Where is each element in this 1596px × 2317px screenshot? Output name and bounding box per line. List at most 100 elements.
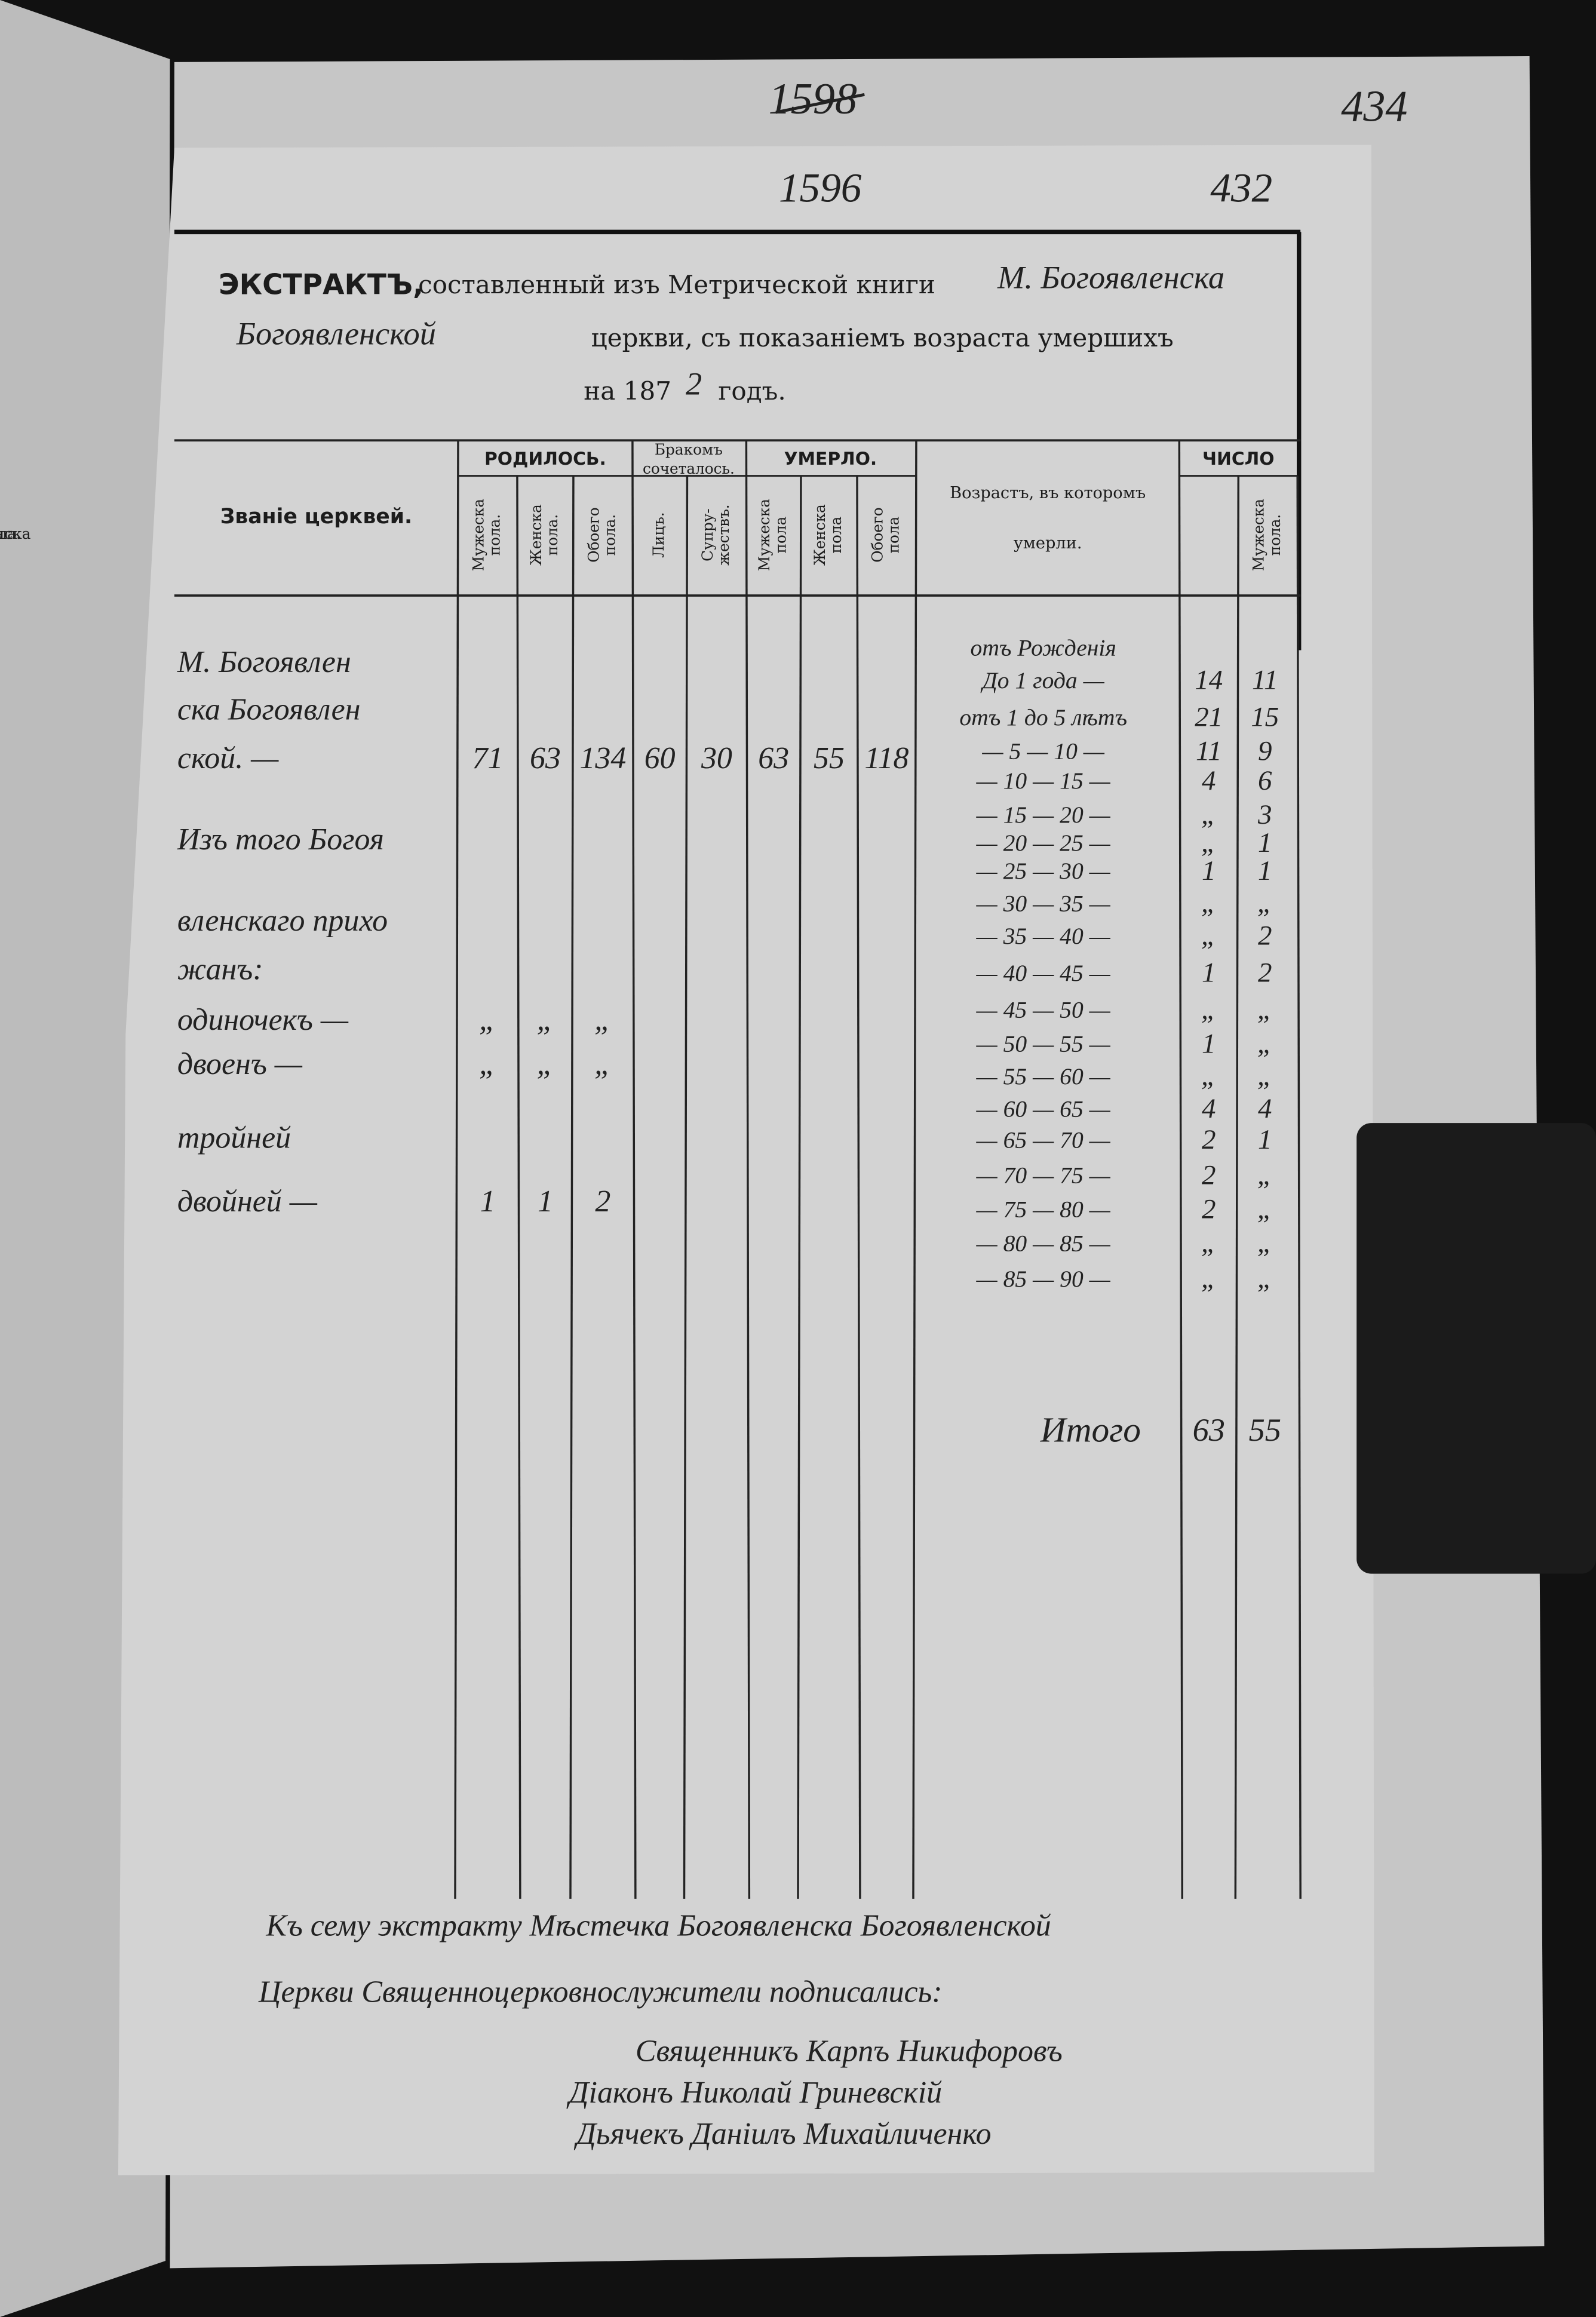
age-label: — 45 — 50 — <box>976 997 1111 1023</box>
age-female: 9 <box>1258 735 1272 766</box>
age-female: 2 <box>1258 920 1272 952</box>
page-number: 432 <box>1210 164 1272 210</box>
handwriting: Богоявленской <box>236 316 436 352</box>
entry-label: вленскаго прихо <box>177 904 388 938</box>
signature: Священникъ Карпъ Никифоровъ <box>636 2034 1063 2069</box>
entry-cell: 30 <box>701 741 732 775</box>
total-female: 55 <box>1249 1412 1281 1448</box>
age-male: 2 <box>1202 1193 1216 1225</box>
entry-cell: 55 <box>814 741 845 775</box>
header-cell: умерли. <box>1014 534 1082 553</box>
header-cell: ЧИСЛО <box>1202 448 1274 469</box>
age-male: „ <box>1201 799 1217 830</box>
age-label: — 15 — 20 — <box>976 802 1111 828</box>
age-label: — 75 — 80 — <box>976 1196 1111 1223</box>
age-female: „ <box>1257 994 1273 1025</box>
entry-label: ской. — <box>177 741 279 775</box>
sub-header: Лицъ. <box>650 512 667 558</box>
age-male: 1 <box>1202 1028 1216 1059</box>
age-label: — 60 — 65 — <box>976 1095 1111 1122</box>
signature: Діаконъ Николай Гриневскій <box>566 2076 943 2110</box>
age-male: 21 <box>1195 702 1223 733</box>
sub-header: пола. <box>601 514 619 556</box>
sub-header: Обоего <box>868 507 886 562</box>
column-rule <box>1234 475 1240 1899</box>
entry-label: ска Богоявлен <box>177 692 361 726</box>
header-cell: Званіе церквей. <box>220 505 412 529</box>
sub-header: Женска <box>811 504 828 566</box>
age-female: „ <box>1257 1159 1273 1190</box>
age-label: отъ 1 до 5 лѣтъ <box>959 704 1127 731</box>
sub-header: Мужеска <box>469 499 487 572</box>
sub-header: пола. <box>544 514 561 556</box>
column-rule <box>745 440 751 1899</box>
header-text: составленный изъ Метрической книги <box>418 270 935 299</box>
age-female: 4 <box>1258 1093 1272 1124</box>
signature: Дьячекъ Даніилъ Михайличенко <box>573 2117 992 2151</box>
header-cell: Возрастъ, въ которомъ <box>950 484 1146 502</box>
sub-header: Женска <box>0 525 31 542</box>
age-male: 4 <box>1202 1093 1216 1124</box>
insert-sheet <box>118 145 1374 2175</box>
age-male: 11 <box>1196 735 1222 766</box>
column-rule <box>631 440 637 1899</box>
age-male: „ <box>1201 920 1217 952</box>
sub-header: пола. <box>0 525 21 542</box>
age-female: „ <box>1257 888 1273 919</box>
age-male: 14 <box>1195 665 1223 696</box>
age-label: — 70 — 75 — <box>976 1162 1111 1189</box>
entry-label: тройней <box>177 1121 291 1155</box>
age-label: — 65 — 70 — <box>976 1127 1111 1153</box>
header-text: церкви, съ показаніемъ возраста умершихъ <box>591 323 1174 352</box>
entry-cell: 63 <box>758 741 789 775</box>
entry-cell: 2 <box>595 1184 610 1219</box>
age-male: 1 <box>1202 855 1216 886</box>
entry-label: одиночекъ — <box>177 1003 349 1037</box>
entry-label: М. Богоявлен <box>177 645 351 679</box>
age-male: 1 <box>1202 958 1216 989</box>
sub-header: пола <box>772 516 789 553</box>
column-rule <box>516 475 521 1899</box>
sub-header: пола. <box>486 514 504 556</box>
age-label: — 20 — 25 — <box>976 830 1111 856</box>
column-rule <box>856 475 861 1899</box>
age-female: 1 <box>1258 855 1272 886</box>
age-label: До 1 года — <box>980 667 1105 693</box>
entry-cell: 134 <box>579 741 626 775</box>
handwriting: 2 <box>686 366 702 402</box>
age-label: — 40 — 45 — <box>976 960 1111 986</box>
handwriting: М. Богоявленска <box>997 260 1224 296</box>
age-label: отъ Рожденія <box>971 635 1116 661</box>
age-label: — 30 — 35 — <box>976 891 1111 917</box>
column-rule <box>1178 440 1183 1899</box>
age-male: „ <box>1201 827 1217 858</box>
sub-header: Супру- <box>699 508 716 561</box>
page-number: 1596 <box>779 164 862 210</box>
binder-clip <box>1356 1123 1596 1574</box>
age-female: 6 <box>1258 765 1272 796</box>
age-female: „ <box>1257 1061 1273 1092</box>
entry-cell: 1 <box>480 1184 495 1219</box>
sub-header: Мужеска <box>756 499 773 572</box>
sub-header: Обоего <box>585 507 602 562</box>
age-male: „ <box>1201 1227 1217 1259</box>
age-male: „ <box>1201 1263 1217 1294</box>
signature: Къ сему экстракту Мѣстечка Богоявленска … <box>265 1908 1051 1942</box>
header-cell: РОДИЛОСЬ. <box>484 448 606 469</box>
age-label: — 55 — 60 — <box>976 1063 1111 1090</box>
age-label: — 25 — 30 — <box>976 858 1111 884</box>
age-male: „ <box>1201 888 1217 919</box>
entry-cell: „ <box>594 1003 612 1037</box>
age-label: — 80 — 85 — <box>976 1230 1111 1257</box>
age-female: „ <box>1257 1263 1273 1294</box>
age-label: — 10 — 15 — <box>976 768 1111 794</box>
entry-cell: 71 <box>472 741 503 775</box>
column-rule <box>569 475 575 1899</box>
column-rule <box>683 475 689 1899</box>
age-label: — 85 — 90 — <box>976 1266 1111 1292</box>
age-female: 1 <box>1258 1124 1272 1155</box>
total-label: Итого <box>1040 1410 1141 1449</box>
age-label: — 50 — 55 — <box>976 1031 1111 1057</box>
entry-cell: „ <box>479 1003 496 1037</box>
